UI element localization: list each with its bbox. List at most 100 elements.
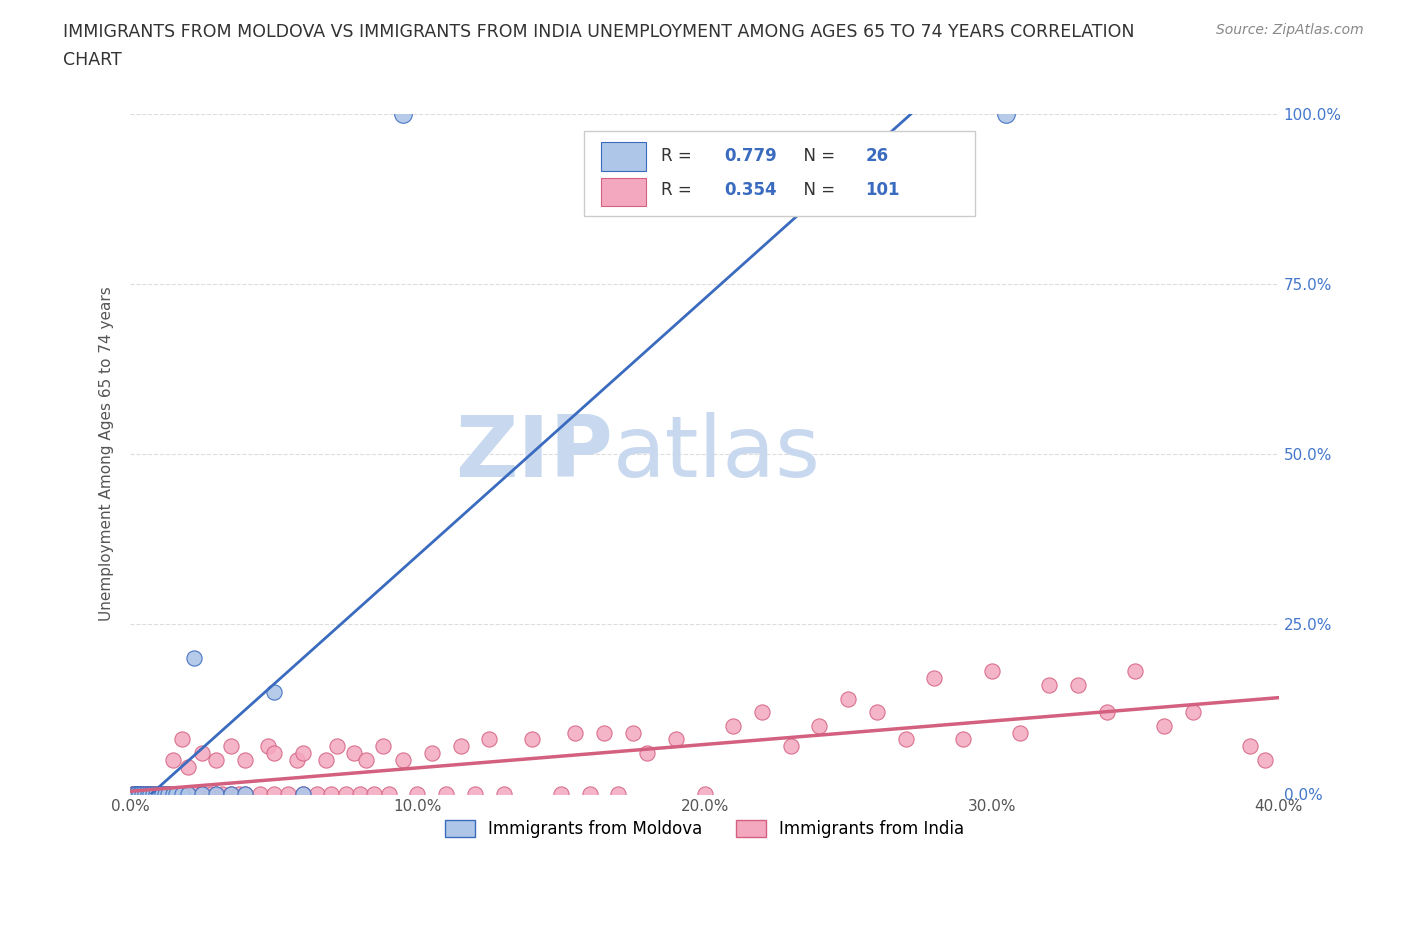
Point bbox=[636, 746, 658, 761]
Point bbox=[134, 787, 156, 802]
Point bbox=[125, 787, 148, 802]
Point bbox=[263, 684, 285, 699]
Point bbox=[148, 787, 170, 802]
Text: 101: 101 bbox=[866, 181, 900, 199]
Text: Source: ZipAtlas.com: Source: ZipAtlas.com bbox=[1216, 23, 1364, 37]
Point bbox=[191, 787, 214, 802]
Point bbox=[131, 787, 153, 802]
Point bbox=[139, 787, 162, 802]
Point bbox=[1153, 718, 1175, 733]
Point bbox=[335, 787, 357, 802]
Point bbox=[153, 787, 176, 802]
Point bbox=[550, 787, 572, 802]
Point bbox=[434, 787, 457, 802]
Point bbox=[125, 787, 148, 802]
Point bbox=[1095, 705, 1118, 720]
Point bbox=[894, 732, 917, 747]
Point bbox=[406, 787, 429, 802]
Point bbox=[122, 787, 145, 802]
Point bbox=[122, 787, 145, 802]
Point bbox=[263, 787, 285, 802]
Point bbox=[128, 787, 150, 802]
Point bbox=[142, 787, 165, 802]
Point bbox=[219, 787, 242, 802]
Point bbox=[128, 787, 150, 802]
Point bbox=[125, 787, 148, 802]
Point bbox=[170, 787, 193, 802]
Point bbox=[1253, 752, 1275, 767]
Point bbox=[285, 752, 308, 767]
Point bbox=[621, 725, 644, 740]
Point bbox=[1239, 738, 1261, 753]
Point bbox=[291, 787, 314, 802]
Point bbox=[136, 787, 159, 802]
Point bbox=[420, 746, 443, 761]
Point bbox=[1181, 705, 1204, 720]
Point bbox=[866, 705, 889, 720]
Point bbox=[131, 787, 153, 802]
Point bbox=[363, 787, 385, 802]
Point bbox=[837, 691, 859, 706]
Point bbox=[1010, 725, 1032, 740]
Point bbox=[593, 725, 616, 740]
Point bbox=[148, 787, 170, 802]
Point bbox=[145, 787, 167, 802]
Point bbox=[326, 738, 349, 753]
Point bbox=[156, 787, 179, 802]
Point bbox=[522, 732, 544, 747]
Point bbox=[162, 752, 184, 767]
Point bbox=[492, 787, 515, 802]
Point bbox=[156, 787, 179, 802]
Point bbox=[134, 787, 156, 802]
Point bbox=[136, 787, 159, 802]
Point bbox=[153, 787, 176, 802]
Point bbox=[354, 752, 377, 767]
Text: N =: N = bbox=[793, 181, 841, 199]
FancyBboxPatch shape bbox=[583, 131, 974, 216]
Point bbox=[165, 787, 187, 802]
Point bbox=[153, 787, 176, 802]
Point bbox=[464, 787, 486, 802]
Point bbox=[349, 787, 371, 802]
Point bbox=[693, 787, 716, 802]
Text: R =: R = bbox=[661, 147, 697, 165]
Point bbox=[315, 752, 337, 767]
Point bbox=[148, 787, 170, 802]
Point bbox=[139, 787, 162, 802]
Point bbox=[170, 732, 193, 747]
Point bbox=[321, 787, 343, 802]
Point bbox=[205, 787, 228, 802]
Point bbox=[233, 752, 256, 767]
Point bbox=[257, 738, 280, 753]
Point bbox=[751, 705, 773, 720]
Point bbox=[219, 738, 242, 753]
Legend: Immigrants from Moldova, Immigrants from India: Immigrants from Moldova, Immigrants from… bbox=[437, 812, 973, 846]
Point bbox=[924, 671, 946, 685]
Point bbox=[228, 787, 250, 802]
Point bbox=[177, 787, 200, 802]
Point bbox=[233, 787, 256, 802]
Point bbox=[122, 787, 145, 802]
Point bbox=[145, 787, 167, 802]
Point bbox=[142, 787, 165, 802]
FancyBboxPatch shape bbox=[602, 142, 645, 171]
Text: ZIP: ZIP bbox=[456, 412, 613, 496]
Point bbox=[177, 787, 200, 802]
Point bbox=[136, 787, 159, 802]
Point bbox=[170, 787, 193, 802]
Point bbox=[183, 787, 205, 802]
Text: IMMIGRANTS FROM MOLDOVA VS IMMIGRANTS FROM INDIA UNEMPLOYMENT AMONG AGES 65 TO 7: IMMIGRANTS FROM MOLDOVA VS IMMIGRANTS FR… bbox=[63, 23, 1135, 41]
Text: N =: N = bbox=[793, 147, 841, 165]
Point bbox=[162, 787, 184, 802]
Point bbox=[131, 787, 153, 802]
Point bbox=[1067, 678, 1090, 693]
Point bbox=[305, 787, 328, 802]
Point bbox=[150, 787, 173, 802]
Y-axis label: Unemployment Among Ages 65 to 74 years: Unemployment Among Ages 65 to 74 years bbox=[100, 286, 114, 621]
Point bbox=[142, 787, 165, 802]
Point bbox=[808, 718, 831, 733]
Point bbox=[665, 732, 688, 747]
Point bbox=[291, 746, 314, 761]
Text: 26: 26 bbox=[866, 147, 889, 165]
Text: CHART: CHART bbox=[63, 51, 122, 69]
